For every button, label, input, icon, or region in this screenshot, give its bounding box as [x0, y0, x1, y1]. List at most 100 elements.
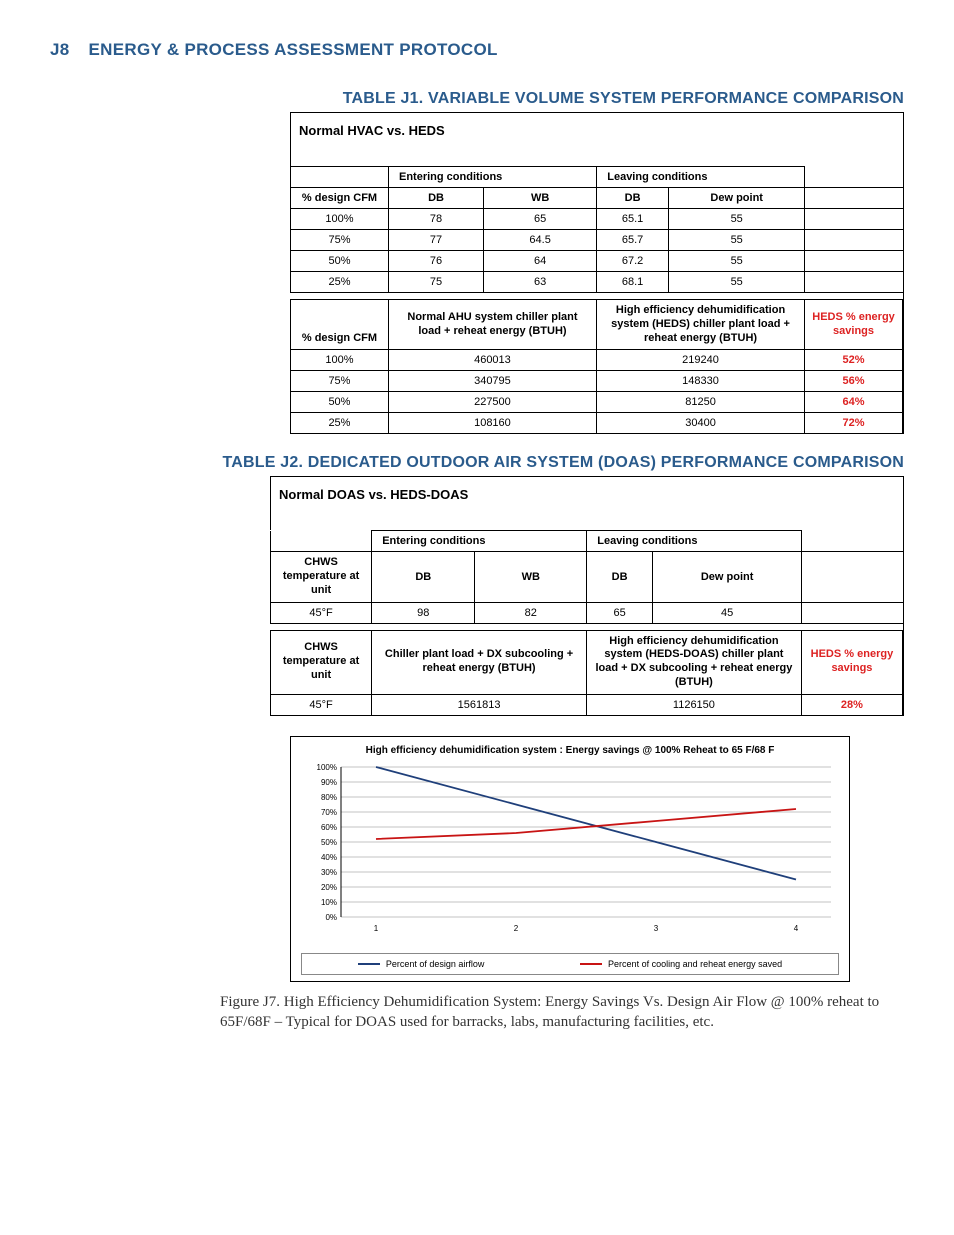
svg-text:90%: 90%	[321, 778, 337, 787]
table-cell: 219240	[596, 350, 804, 371]
col-heds-doas: High efficiency dehumidification system …	[586, 630, 801, 694]
leaving-header-2: Leaving conditions	[587, 531, 802, 552]
legend-swatch-1	[358, 963, 380, 965]
chart-figure-j7: High efficiency dehumidification system …	[290, 736, 850, 982]
svg-text:4: 4	[794, 924, 799, 933]
chart-title: High efficiency dehumidification system …	[301, 745, 839, 756]
table-cell: 108160	[388, 413, 596, 434]
svg-text:0%: 0%	[325, 913, 337, 922]
col-chws-temp-2: CHWS temperature at unit	[271, 630, 372, 694]
table-cell: 45°F	[271, 602, 372, 623]
col-design-cfm: % design CFM	[291, 188, 389, 209]
table-j2-section1: Entering conditions Leaving conditions C…	[270, 530, 903, 623]
table-cell: 64	[484, 251, 597, 272]
table-cell: 64%	[805, 392, 903, 413]
table-cell: 55	[668, 230, 805, 251]
table-cell: 65.1	[597, 209, 669, 230]
table-cell: 64.5	[484, 230, 597, 251]
table-cell: 65.7	[597, 230, 669, 251]
table-cell: 98	[372, 602, 475, 623]
table-j1-subtitle: Normal HVAC vs. HEDS	[290, 113, 903, 166]
legend-swatch-2	[580, 963, 602, 965]
table-row: 45°F1561813112615028%	[271, 694, 903, 715]
table-cell: 75%	[291, 371, 389, 392]
table-cell: 25%	[291, 272, 389, 293]
table-cell: 65	[587, 602, 653, 623]
table-j1-title: TABLE J1. VARIABLE VOLUME SYSTEM PERFORM…	[50, 90, 904, 108]
table-cell: 25%	[291, 413, 389, 434]
table-cell: 100%	[291, 209, 389, 230]
table-j2-section2: CHWS temperature at unit Chiller plant l…	[270, 630, 903, 716]
col-heds-savings: HEDS % energy savings	[805, 300, 903, 350]
svg-text:1: 1	[374, 924, 379, 933]
legend-label-2: Percent of cooling and reheat energy sav…	[608, 959, 782, 969]
table-row: 25%756368.155	[291, 272, 904, 293]
page-title: ENERGY & PROCESS ASSESSMENT PROTOCOL	[89, 40, 498, 59]
col-db-leave-2: DB	[587, 552, 653, 602]
col-db-enter-2: DB	[372, 552, 475, 602]
svg-text:100%: 100%	[317, 763, 337, 772]
svg-text:80%: 80%	[321, 793, 337, 802]
page-header: J8 ENERGY & PROCESS ASSESSMENT PROTOCOL	[50, 40, 904, 60]
col-heds-savings-2: HEDS % energy savings	[801, 630, 902, 694]
legend-label-1: Percent of design airflow	[386, 959, 485, 969]
legend-item-2: Percent of cooling and reheat energy sav…	[580, 959, 782, 969]
col-wb-enter-2: WB	[475, 552, 587, 602]
col-db-leave: DB	[597, 188, 669, 209]
table-cell: 55	[668, 209, 805, 230]
table-cell: 52%	[805, 350, 903, 371]
blank-cell	[805, 188, 903, 209]
table-cell: 75%	[291, 230, 389, 251]
table-cell: 81250	[596, 392, 804, 413]
svg-text:40%: 40%	[321, 853, 337, 862]
table-cell: 100%	[291, 350, 389, 371]
table-cell: 148330	[596, 371, 804, 392]
table-cell: 340795	[388, 371, 596, 392]
entering-header-2: Entering conditions	[372, 531, 587, 552]
table-cell: 55	[668, 251, 805, 272]
table-cell: 77	[389, 230, 484, 251]
table-cell: 1126150	[586, 694, 801, 715]
table-cell: 1561813	[372, 694, 587, 715]
table-row: 75%7764.565.755	[291, 230, 904, 251]
table-cell: 28%	[801, 694, 902, 715]
svg-text:30%: 30%	[321, 868, 337, 877]
table-j1-section2: % design CFM Normal AHU system chiller p…	[290, 299, 903, 434]
table-j2: Normal DOAS vs. HEDS-DOAS Entering condi…	[270, 476, 904, 715]
table-cell: 227500	[388, 392, 596, 413]
table-row: 50%2275008125064%	[291, 392, 903, 413]
chart-svg: 100%90%80%70%60%50%40%30%20%10%0%1234	[301, 762, 841, 942]
table-cell: 55	[668, 272, 805, 293]
table-cell: 68.1	[597, 272, 669, 293]
table-cell: 82	[475, 602, 587, 623]
table-row: 45°F98826545	[271, 602, 904, 623]
chart-legend: Percent of design airflow Percent of coo…	[301, 953, 839, 975]
svg-text:70%: 70%	[321, 808, 337, 817]
table-cell: 63	[484, 272, 597, 293]
page-number: J8	[50, 40, 70, 59]
table-cell: 65	[484, 209, 597, 230]
table-cell: 50%	[291, 392, 389, 413]
table-row: 100%46001321924052%	[291, 350, 903, 371]
table-row: 100%786565.155	[291, 209, 904, 230]
table-cell: 56%	[805, 371, 903, 392]
svg-text:60%: 60%	[321, 823, 337, 832]
figure-caption: Figure J7. High Efficiency Dehumidificat…	[220, 992, 904, 1033]
leaving-header: Leaving conditions	[597, 167, 805, 188]
table-cell: 72%	[805, 413, 903, 434]
table-cell: 67.2	[597, 251, 669, 272]
blank-cell	[805, 167, 903, 188]
table-cell: 45	[653, 602, 802, 623]
table-cell: 50%	[291, 251, 389, 272]
blank-cell	[805, 272, 903, 293]
table-cell: 30400	[596, 413, 804, 434]
table-j2-subtitle: Normal DOAS vs. HEDS-DOAS	[270, 477, 903, 530]
legend-item-1: Percent of design airflow	[358, 959, 485, 969]
table-cell: 460013	[388, 350, 596, 371]
svg-text:2: 2	[514, 924, 519, 933]
table-j2-title: TABLE J2. DEDICATED OUTDOOR AIR SYSTEM (…	[50, 454, 904, 472]
blank-cell	[805, 209, 903, 230]
col-dewpoint: Dew point	[668, 188, 805, 209]
table-j1: Normal HVAC vs. HEDS Entering conditions…	[290, 112, 904, 434]
blank-cell	[802, 531, 903, 552]
